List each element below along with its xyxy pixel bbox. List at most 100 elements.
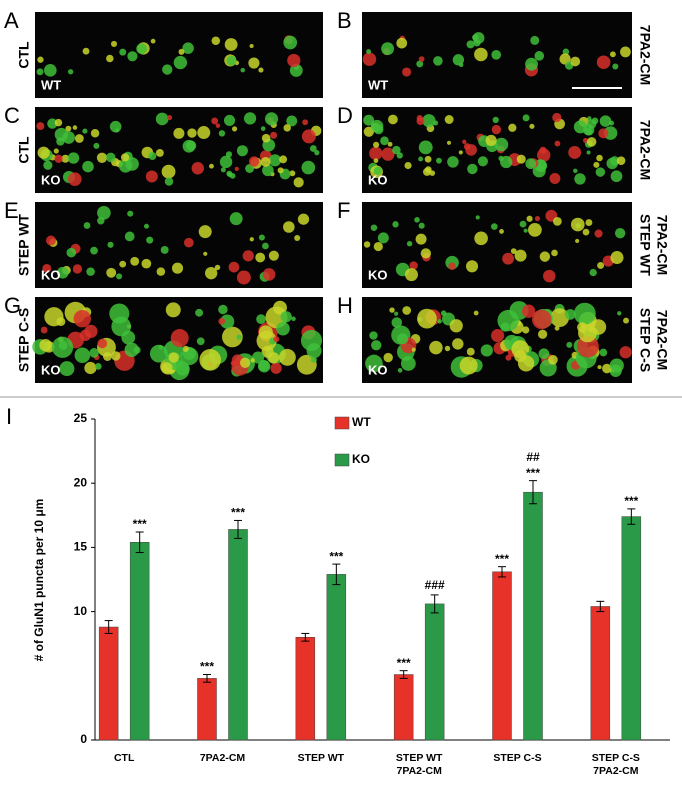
puncta xyxy=(617,311,622,316)
puncta xyxy=(452,338,464,350)
puncta xyxy=(418,156,424,162)
significance: *** xyxy=(397,656,411,670)
puncta xyxy=(594,229,603,238)
puncta xyxy=(612,63,619,70)
y-tick-label: 25 xyxy=(74,411,88,425)
puncta xyxy=(538,348,550,360)
panel-letter: B xyxy=(337,8,352,33)
puncta xyxy=(224,38,238,51)
puncta xyxy=(72,264,83,274)
puncta xyxy=(416,60,424,68)
puncta xyxy=(582,137,589,144)
puncta xyxy=(302,119,309,126)
puncta xyxy=(552,112,562,123)
puncta xyxy=(228,261,240,273)
puncta xyxy=(66,247,77,258)
x-tick-label: 7PA2-CM xyxy=(200,752,246,764)
puncta xyxy=(370,224,378,231)
puncta xyxy=(371,340,382,351)
puncta xyxy=(161,164,176,179)
puncta xyxy=(245,164,255,173)
puncta xyxy=(90,128,100,138)
genotype-label: KO xyxy=(41,267,61,282)
puncta xyxy=(198,225,212,239)
puncta xyxy=(106,152,116,163)
puncta xyxy=(162,64,173,75)
puncta xyxy=(97,338,108,349)
puncta xyxy=(497,309,519,332)
puncta xyxy=(286,115,298,127)
puncta xyxy=(252,351,265,364)
condition-label: 7PA2-CM xyxy=(637,25,653,85)
puncta xyxy=(261,133,271,143)
y-tick-label: 20 xyxy=(74,475,88,489)
puncta xyxy=(161,362,173,374)
panel-letter: A xyxy=(4,8,19,33)
y-tick-label: 0 xyxy=(80,732,87,746)
puncta xyxy=(231,126,238,132)
puncta xyxy=(530,35,540,45)
puncta xyxy=(531,309,552,330)
puncta xyxy=(178,48,185,55)
puncta xyxy=(82,128,88,134)
puncta xyxy=(74,347,91,364)
puncta xyxy=(523,228,528,233)
puncta xyxy=(480,344,493,357)
puncta xyxy=(248,156,260,167)
puncta xyxy=(195,308,204,317)
puncta xyxy=(277,167,284,174)
puncta xyxy=(73,310,91,328)
puncta xyxy=(510,248,517,254)
puncta xyxy=(517,355,535,372)
puncta xyxy=(437,319,442,324)
puncta xyxy=(236,334,242,340)
puncta xyxy=(447,156,459,168)
puncta xyxy=(534,215,541,222)
puncta xyxy=(448,262,456,271)
puncta xyxy=(203,251,208,256)
puncta xyxy=(369,331,378,340)
puncta xyxy=(570,56,581,67)
puncta xyxy=(473,310,479,316)
puncta xyxy=(508,123,517,132)
genotype-label: WT xyxy=(368,77,388,92)
puncta xyxy=(136,43,147,55)
puncta xyxy=(264,112,279,126)
puncta xyxy=(107,241,114,248)
puncta xyxy=(262,164,274,177)
bar xyxy=(228,529,248,741)
puncta xyxy=(306,343,322,359)
puncta xyxy=(573,120,587,134)
puncta xyxy=(187,128,197,138)
puncta xyxy=(573,168,578,174)
puncta xyxy=(597,365,602,370)
puncta xyxy=(552,217,562,226)
condition-label: CTL xyxy=(16,41,32,69)
puncta xyxy=(40,326,48,334)
puncta xyxy=(240,67,246,73)
puncta xyxy=(211,36,221,46)
puncta xyxy=(143,223,150,229)
condition-label: CTL xyxy=(16,136,32,164)
puncta xyxy=(551,249,558,257)
puncta xyxy=(199,349,221,371)
micrograph xyxy=(35,12,323,98)
puncta xyxy=(525,158,537,170)
puncta xyxy=(485,134,497,147)
bar xyxy=(393,674,414,741)
bar xyxy=(424,603,445,741)
puncta xyxy=(597,262,605,269)
puncta xyxy=(236,145,248,157)
puncta xyxy=(610,170,623,183)
puncta xyxy=(564,309,576,320)
puncta xyxy=(414,217,420,223)
legend-swatch xyxy=(334,416,350,430)
puncta xyxy=(262,242,269,250)
puncta xyxy=(226,55,237,66)
puncta xyxy=(373,141,380,148)
puncta xyxy=(267,352,280,364)
x-tick-label: CTL xyxy=(114,752,135,764)
puncta xyxy=(68,172,82,186)
puncta xyxy=(90,246,98,255)
puncta xyxy=(46,235,56,246)
